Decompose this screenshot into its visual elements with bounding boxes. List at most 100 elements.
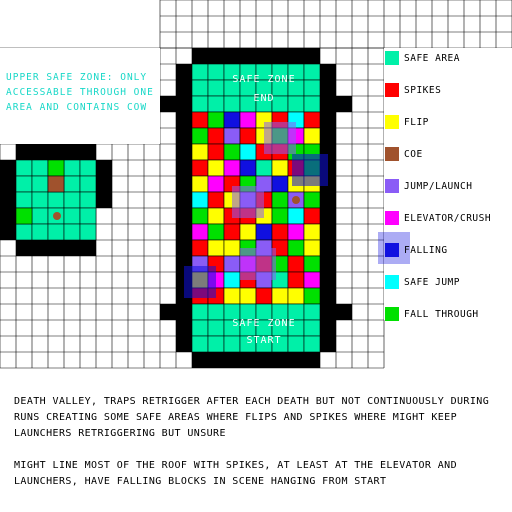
trap-cell	[287, 207, 305, 225]
legend-swatch	[385, 83, 399, 97]
legend-label: SPIKES	[404, 85, 442, 96]
trap-cell	[303, 255, 321, 273]
trap-cell	[303, 287, 321, 305]
legend-label: SAFE AREA	[404, 53, 460, 64]
legend-label: FALL THROUGH	[404, 309, 479, 320]
trap-cell	[303, 191, 321, 209]
trap-cell	[239, 143, 257, 161]
falling-block-overlay	[184, 266, 216, 298]
trap-cell	[207, 127, 225, 145]
legend-swatch	[385, 211, 399, 225]
legend-item-fall-through: FALL THROUGH	[384, 306, 512, 322]
cow-marker	[292, 196, 300, 204]
falling-block-overlay	[232, 186, 264, 218]
island-safe-cell	[15, 159, 33, 177]
island-marker	[47, 159, 65, 177]
trap-cell	[271, 223, 289, 241]
trap-cell	[271, 191, 289, 209]
trap-cell	[287, 239, 305, 257]
cow-marker	[53, 212, 61, 220]
legend-item-coe: COE	[384, 146, 512, 162]
legend-background	[384, 48, 512, 320]
legend-item-flip: FLIP	[384, 114, 512, 130]
safe-cell	[303, 335, 321, 353]
trap-cell	[255, 223, 273, 241]
legend-label: FALLING	[404, 245, 448, 256]
trap-cell	[207, 143, 225, 161]
right-ledge-top	[336, 96, 352, 112]
trap-cell	[239, 159, 257, 177]
trap-cell	[223, 223, 241, 241]
trap-cell	[223, 111, 241, 129]
left-ledge-bottom	[160, 304, 176, 320]
trap-cell	[271, 159, 289, 177]
island-safe-cell	[79, 223, 97, 241]
trap-cell	[207, 223, 225, 241]
end-zone-title: SAFE ZONE	[232, 74, 296, 85]
trap-cell	[207, 159, 225, 177]
trap-cell	[207, 175, 225, 193]
legend-swatch	[385, 147, 399, 161]
trap-cell	[223, 159, 241, 177]
island-left-wall	[0, 160, 16, 240]
trap-cell	[303, 223, 321, 241]
trap-cell	[223, 271, 241, 289]
island-safe-cell	[63, 175, 81, 193]
island-right-wall	[96, 160, 112, 208]
roof-wall	[192, 48, 320, 64]
legend-swatch	[385, 307, 399, 321]
design-note-death-valley: DEATH VALLEY, TRAPS RETRIGGER AFTER EACH…	[14, 396, 490, 439]
trap-cell	[287, 223, 305, 241]
trap-cell	[207, 239, 225, 257]
legend-label: FLIP	[404, 117, 429, 128]
island-roof	[16, 144, 96, 160]
island-safe-cell	[47, 191, 65, 209]
trap-cell	[303, 207, 321, 225]
right-wall	[320, 64, 336, 352]
start-zone-subtitle: START	[246, 335, 282, 346]
trap-cell	[207, 111, 225, 129]
legend-swatch	[385, 179, 399, 193]
trap-cell	[191, 143, 209, 161]
left-ledge-top	[160, 96, 176, 112]
falling-block-overlay	[264, 122, 296, 154]
trap-cell	[303, 271, 321, 289]
trap-cell	[191, 191, 209, 209]
trap-cell	[239, 223, 257, 241]
island-safe-cell	[31, 175, 49, 193]
trap-cell	[255, 159, 273, 177]
legend-label: COE	[404, 149, 423, 160]
island-safe-cell	[31, 159, 49, 177]
legend-item-falling: FALLING	[384, 242, 512, 258]
falling-block-overlay	[292, 154, 328, 186]
island-safe-cell	[63, 223, 81, 241]
graph-grid	[0, 0, 512, 369]
left-wall	[176, 64, 192, 352]
trap-cell	[271, 175, 289, 193]
island-marker	[15, 207, 33, 225]
floor-wall	[192, 352, 320, 368]
trap-cell	[191, 175, 209, 193]
trap-cell	[239, 111, 257, 129]
trap-cell	[223, 143, 241, 161]
overlay-marks	[184, 122, 410, 298]
trap-cell	[207, 191, 225, 209]
trap-cell	[223, 127, 241, 145]
island-safe-cell	[63, 207, 81, 225]
trap-cell	[191, 127, 209, 145]
trap-cell	[191, 239, 209, 257]
map-cells	[0, 48, 352, 368]
trap-cell	[303, 111, 321, 129]
island-safe-cell	[63, 191, 81, 209]
island-safe-cell	[31, 207, 49, 225]
right-ledge-bottom	[336, 304, 352, 320]
island-floor	[16, 240, 96, 256]
trap-cell	[223, 255, 241, 273]
trap-cell	[287, 287, 305, 305]
legend-swatch	[385, 243, 399, 257]
trap-cell	[287, 255, 305, 273]
note-background	[0, 48, 160, 144]
island-safe-cell	[79, 175, 97, 193]
trap-cell	[191, 111, 209, 129]
legend-swatch	[385, 115, 399, 129]
